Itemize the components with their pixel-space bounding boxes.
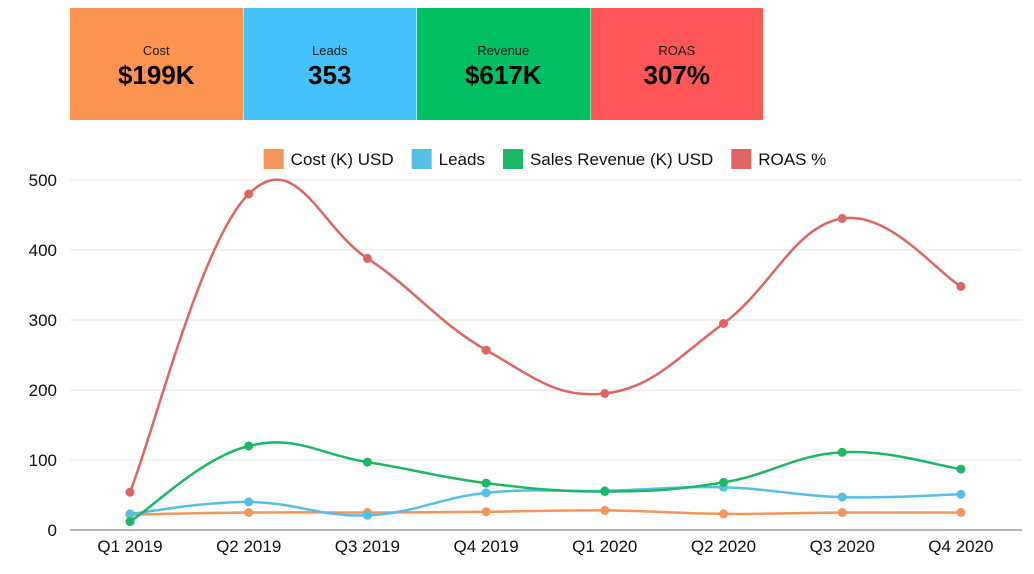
kpi-revenue-value: $617K	[464, 60, 542, 90]
x-tick-label: Q2 2019	[216, 537, 281, 556]
data-point-sales-revenue-k-usd[interactable]	[362, 457, 372, 467]
kpi-bar: Cost $199K Leads 353 Revenue $617K ROAS …	[70, 8, 763, 120]
kpi-leads-value: 353	[308, 60, 352, 90]
kpi-leads: Leads 353	[243, 8, 417, 120]
data-point-roas[interactable]	[956, 281, 966, 291]
legend-item[interactable]: Leads	[411, 149, 485, 169]
chart-axes: 0 100 200 300 400 500 Q1 2019 Q2 2019 Q3 2019 Q4 …	[29, 171, 994, 556]
data-point-sales-revenue-k-usd[interactable]	[956, 464, 966, 474]
kpi-leads-label: Leads	[312, 43, 348, 58]
legend-label: Leads	[439, 150, 485, 169]
data-point-cost-k-usd[interactable]	[481, 507, 491, 517]
series-line-roas	[128, 178, 963, 494]
data-point-cost-k-usd[interactable]	[600, 505, 610, 515]
x-tick-label: Q3 2019	[335, 537, 400, 556]
data-point-leads[interactable]	[481, 488, 491, 498]
data-point-sales-revenue-k-usd[interactable]	[719, 477, 728, 487]
data-point-cost-k-usd[interactable]	[837, 508, 847, 517]
legend-swatch	[411, 149, 432, 169]
x-tick-label: Q2 2020	[691, 537, 756, 556]
x-tick-label: Q1 2020	[572, 537, 637, 556]
y-tick-label: 0	[48, 521, 57, 540]
kpi-cost-value: $199K	[117, 60, 195, 90]
chart-legend[interactable]: Cost (K) USD Leads Sales Revenue (K) USD RO…	[263, 149, 827, 169]
kpi-revenue-label: Revenue	[477, 43, 530, 58]
data-point-leads[interactable]	[837, 492, 847, 502]
data-point-leads[interactable]	[362, 510, 372, 520]
kpi-roas-label: ROAS	[658, 43, 696, 58]
x-tick-label: Q1 2019	[97, 537, 162, 556]
data-point-roas[interactable]	[125, 487, 135, 497]
x-tick-label: Q4 2019	[453, 537, 518, 556]
data-point-cost-k-usd[interactable]	[719, 509, 728, 519]
data-point-sales-revenue-k-usd[interactable]	[125, 517, 135, 527]
data-point-leads[interactable]	[125, 509, 135, 519]
chart-series-points	[125, 189, 966, 527]
y-tick-label: 100	[29, 451, 57, 470]
data-point-roas[interactable]	[244, 189, 254, 199]
data-point-leads[interactable]	[956, 489, 966, 499]
data-point-roas[interactable]	[600, 389, 610, 398]
x-tick-label: Q4 2020	[928, 537, 993, 556]
chart-grid	[70, 179, 1022, 531]
data-point-roas[interactable]	[719, 319, 728, 328]
kpi-cost: Cost $199K	[70, 8, 244, 120]
y-tick-label: 300	[29, 311, 57, 330]
legend-swatch	[731, 149, 752, 169]
y-tick-label: 400	[29, 241, 57, 260]
chart-series-lines	[128, 178, 963, 523]
data-point-sales-revenue-k-usd[interactable]	[244, 441, 254, 451]
data-point-roas[interactable]	[362, 253, 372, 263]
kpi-revenue: Revenue $617K	[417, 8, 591, 120]
y-tick-label: 200	[29, 381, 57, 400]
legend-swatch	[263, 149, 284, 169]
legend-label: ROAS %	[758, 150, 826, 169]
data-point-roas[interactable]	[837, 214, 847, 223]
legend-swatch	[502, 149, 523, 169]
kpi-cost-label: Cost	[142, 43, 170, 58]
x-tick-label: Q3 2020	[810, 537, 875, 556]
legend-item[interactable]: ROAS %	[731, 149, 826, 169]
kpi-roas: ROAS 307%	[590, 8, 763, 120]
data-point-sales-revenue-k-usd[interactable]	[837, 447, 847, 457]
legend-label: Cost (K) USD	[291, 150, 394, 169]
data-point-sales-revenue-k-usd[interactable]	[600, 487, 610, 496]
series-line-cost-k-usd	[128, 509, 963, 516]
data-point-sales-revenue-k-usd[interactable]	[481, 478, 491, 488]
legend-label: Sales Revenue (K) USD	[530, 150, 713, 169]
kpi-roas-value: 307%	[643, 60, 711, 90]
series-line-leads	[128, 485, 963, 517]
legend-item[interactable]: Cost (K) USD	[263, 149, 394, 169]
data-point-cost-k-usd[interactable]	[956, 508, 966, 517]
data-point-roas[interactable]	[481, 345, 491, 355]
legend-item[interactable]: Sales Revenue (K) USD	[502, 149, 713, 169]
data-point-leads[interactable]	[244, 497, 254, 507]
y-tick-label: 500	[29, 171, 57, 190]
data-point-cost-k-usd[interactable]	[244, 508, 254, 517]
